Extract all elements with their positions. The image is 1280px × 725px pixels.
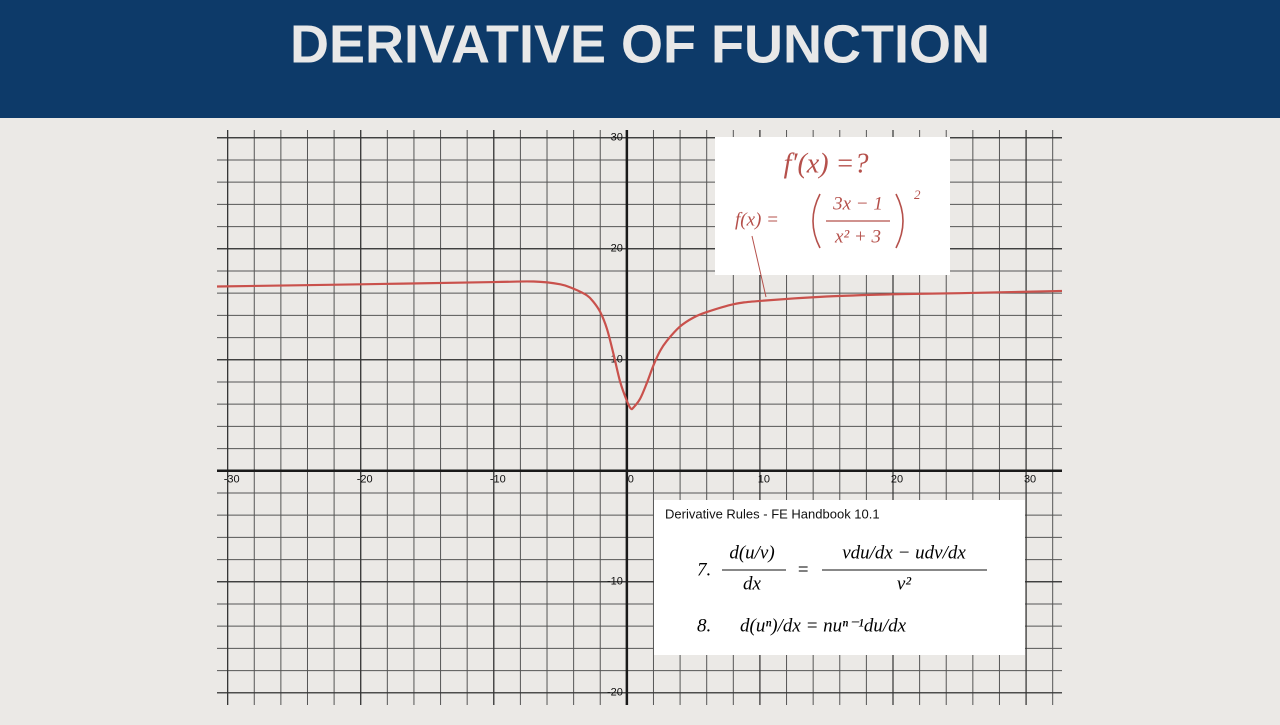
paren [812,193,821,249]
x-tick-label: 20 [891,474,903,486]
y-tick-label: 20 [611,243,623,255]
x-tick-label: -10 [490,474,506,486]
page-title: DERIVATIVE OF FUNCTION [290,14,990,74]
x-tick-label: -20 [357,474,373,486]
rule-equals: = [797,559,810,580]
rule-number: 7. [697,559,711,580]
paren [895,193,904,249]
rules-box: Derivative Rules - FE Handbook 10.1 7. d… [654,500,1025,655]
x-tick-label: 0 [628,474,634,486]
rule-numerator: d(u/v) [729,542,774,563]
rule-rhs-numerator: vdu/dx − udv/dx [842,542,966,563]
question: f′(x) =? [784,148,869,179]
header-bar [0,0,1280,118]
rules-heading: Derivative Rules - FE Handbook 10.1 [665,506,880,521]
formula-box: f′(x) =? f(x) = 3x − 1 x² + 3 2 [715,137,950,298]
x-tick-label: -30 [224,474,240,486]
curve [217,280,1062,411]
rule-denominator: dx [743,573,762,594]
formula-panel [715,137,950,275]
y-tick-label: -10 [607,576,623,588]
rules-panel [654,500,1025,655]
x-tick-label: 30 [1024,474,1036,486]
y-tick-label: -20 [607,687,623,699]
rule-formula: d(uⁿ)/dx = nuⁿ⁻¹du/dx [740,615,907,636]
x-tick-label: 10 [758,474,770,486]
y-tick-label: 30 [611,132,623,144]
exponent: 2 [914,187,921,202]
numerator: 3x − 1 [832,193,883,214]
denominator: x² + 3 [834,226,881,247]
leader-line [751,235,767,298]
rule-number: 8. [697,615,711,636]
rule-rhs-denominator: v² [897,573,911,594]
lhs: f(x) = [735,209,779,230]
